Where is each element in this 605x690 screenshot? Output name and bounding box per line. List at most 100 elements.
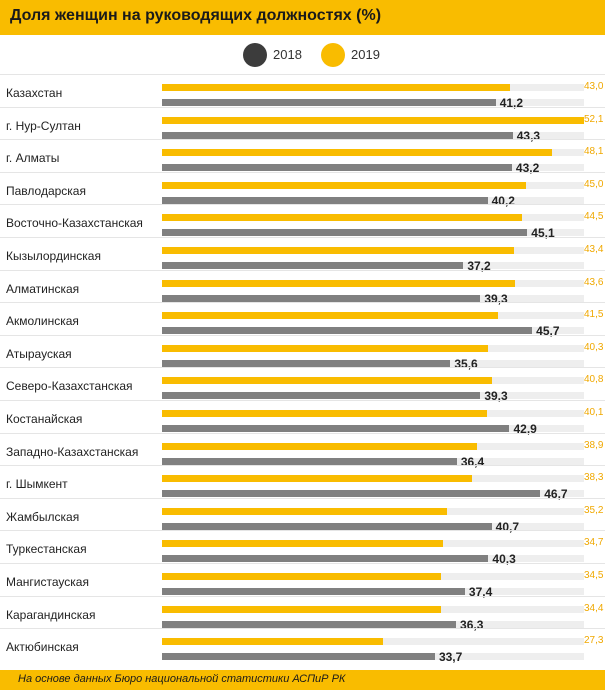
region-label: Восточно-Казахстанская (6, 216, 143, 231)
region-label: Алматинская (6, 281, 80, 296)
region-label: Атырауская (6, 346, 72, 361)
value-label-2018: 39,3 (484, 389, 508, 404)
region-label: Кызылординская (6, 249, 101, 263)
bar-2019-row-10 (162, 377, 493, 385)
value-label-2019: 43,0 (584, 81, 604, 92)
value-label-2019: 43,4 (584, 244, 604, 255)
value-label-2018: 40,3 (492, 552, 516, 567)
bar-2019-row-4 (162, 181, 527, 189)
bar-2018-row-17 (162, 620, 457, 628)
region-label: Павлодарская (6, 183, 86, 198)
value-label-2019: 38,3 (584, 472, 604, 484)
value-label-2019: 35,2 (584, 504, 604, 516)
bar-2018-row-4 (162, 196, 488, 204)
region-label: Карагандинская (6, 607, 96, 622)
row-divider (0, 171, 605, 173)
value-label-2018: 35,6 (454, 356, 478, 371)
value-label-2018: 45,1 (531, 226, 555, 241)
bar-2018-row-2 (162, 131, 513, 139)
value-label-2018: 42,9 (513, 422, 537, 436)
bar-2018-row-6 (162, 262, 464, 269)
bar-2018-row-3 (162, 164, 512, 172)
bar-2019-row-12 (162, 442, 478, 450)
legend-label-2019: 2019 (351, 47, 380, 62)
bar-2019-row-2 (162, 116, 584, 124)
value-label-2018: 40,7 (495, 519, 520, 534)
value-label-2019: 38,9 (584, 439, 604, 451)
bar-2018-row-7 (162, 294, 481, 302)
value-label-2018: 40,2 (491, 193, 515, 208)
value-label-2019: 27,3 (584, 635, 604, 647)
legend-label-2018: 2018 (273, 47, 302, 62)
bar-2018-row-1 (162, 99, 496, 106)
region-label: г. Шымкент (6, 477, 68, 492)
bar-2019-row-16 (162, 573, 442, 580)
header-bar: Доля женщин на руководящих должностях (%… (0, 0, 605, 35)
value-label-2019: 48,1 (584, 146, 604, 158)
value-label-2019: 34,7 (584, 537, 604, 549)
value-label-2018: 41,2 (499, 96, 524, 110)
footer-bar: На основе данных Бюро национальной стати… (0, 670, 605, 690)
row-divider (0, 106, 605, 108)
value-label-2018: 36,3 (460, 617, 484, 632)
bar-2019-row-7 (162, 279, 516, 287)
value-label-2019: 45,0 (584, 178, 604, 190)
value-label-2018: 36,4 (460, 454, 485, 469)
bar-2018-row-11 (162, 425, 510, 432)
row-divider (0, 465, 605, 467)
region-label: Северо-Казахстанская (6, 379, 133, 394)
bar-2018-row-15 (162, 555, 489, 563)
bar-2018-row-8 (162, 327, 533, 335)
row-divider (0, 400, 605, 401)
chart-title: Доля женщин на руководящих должностях (%… (10, 7, 382, 24)
row-divider (0, 595, 605, 597)
region-label: Акмолинская (6, 314, 79, 329)
value-label-2018: 46,7 (544, 487, 568, 502)
bar-2018-row-12 (162, 457, 457, 465)
region-label: Костанайская (6, 412, 83, 426)
value-label-2018: 43,3 (516, 128, 541, 143)
row-divider (0, 204, 605, 206)
value-label-2018: 39,3 (484, 291, 508, 306)
row-divider (0, 302, 605, 304)
region-label: Актюбинская (6, 640, 79, 655)
value-label-2019: 43,6 (584, 276, 604, 288)
value-label-2018: 33,7 (438, 650, 463, 665)
row-divider (0, 74, 605, 75)
row-divider (0, 334, 605, 336)
region-label: Западно-Казахстанская (6, 444, 139, 459)
bar-2018-row-10 (162, 392, 481, 400)
bar-2019-row-13 (162, 475, 473, 483)
bar-chart: Казахстан 43,0 41,2 г. Нур-Султан 52,1 43,3 г.… (0, 72, 605, 665)
row-divider (0, 563, 605, 564)
value-label-2019: 41,5 (584, 309, 604, 321)
bar-2018-row-5 (162, 229, 528, 237)
value-label-2019: 40,1 (584, 407, 604, 418)
bar-2018-row-9 (162, 359, 451, 367)
bar-2019-row-6 (162, 247, 514, 254)
bar-2018-row-13 (162, 490, 541, 498)
value-label-2018: 45,7 (536, 324, 560, 339)
value-label-2019: 34,4 (584, 602, 604, 614)
row-divider (0, 269, 605, 271)
row-divider (0, 628, 605, 630)
region-label: Туркестанская (6, 542, 87, 557)
region-label: Казахстан (6, 86, 63, 100)
value-label-2019: 40,8 (584, 374, 604, 386)
region-label: Мангистауская (6, 575, 89, 589)
bar-2018-row-16 (162, 588, 465, 595)
value-label-2019: 44,5 (584, 211, 604, 223)
source-note: На основе данных Бюро национальной стати… (18, 673, 346, 685)
bar-2019-row-3 (162, 149, 552, 157)
row-divider (0, 432, 605, 434)
value-label-2019: 34,5 (584, 570, 604, 581)
bar-2019-row-14 (162, 507, 448, 515)
bar-2018-row-18 (162, 653, 435, 661)
bar-2019-row-18 (162, 638, 384, 646)
region-label: Жамбылская (6, 509, 80, 524)
value-label-2019: 52,1 (584, 113, 604, 125)
bar-2019-row-9 (162, 344, 489, 352)
bar-2019-row-11 (162, 410, 487, 417)
bar-2019-row-17 (162, 605, 441, 613)
bar-2019-row-8 (162, 312, 499, 320)
